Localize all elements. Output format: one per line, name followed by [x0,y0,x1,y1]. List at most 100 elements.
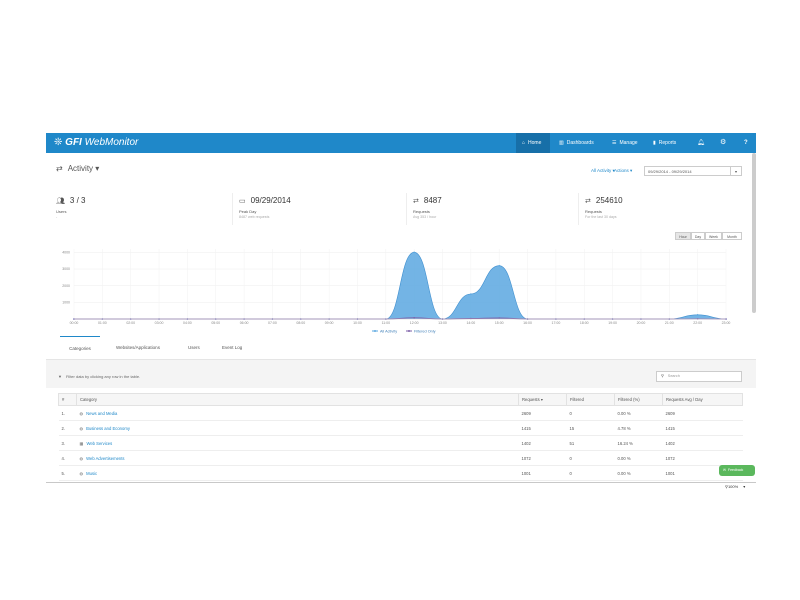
y-tick-label: 3000 [62,267,70,271]
table-row[interactable]: 3. ▦ Web Services 1402 51 16.24 % 1402 [58,435,743,451]
chevron-down-icon[interactable]: ▾ [730,167,741,175]
filter-icon: ▼ [58,374,62,379]
table-row[interactable]: 1. ◍ News and Media 2609 0 0.00 % 2609 [58,405,743,421]
range-month-button[interactable]: Month [722,232,742,240]
x-tick-label: 19:00 [608,321,617,325]
row-number: 2. [58,420,77,436]
page-title-label: Activity ▾ [67,164,100,173]
x-tick-label: 05:00 [211,321,220,325]
stat-requests-30d: ⇄ 254610 Requests For the last 30 days [585,196,623,219]
top-navigation-bar: ❊ GFI WebMonitor ⌂ Home ▥ Dashboards ☰ Mana… [46,133,756,153]
manage-icon: ☰ [612,140,617,146]
stat-requests-30d-sub: For the last 30 days [585,215,617,219]
date-range-value: 09/29/2014 - 09/29/2014 [648,169,692,174]
category-link[interactable]: ◍ Web Advertisements [76,450,519,466]
tab-users[interactable]: Users [188,345,200,350]
users-icon: 👥︎ [56,198,65,205]
requests-cell: 1402 [518,435,567,451]
nav-reports-label: Reports [658,140,677,146]
table-row[interactable]: 2. ◍ Business and Economy 1415 15 4.78 % … [58,420,743,436]
stat-users: 👥︎ 3 / 3 Users - [56,196,85,219]
app-window: ❊ GFI WebMonitor ⌂ Home ▥ Dashboards ☰ Mana… [46,133,756,490]
activity-icon: ⇄ [56,164,63,173]
data-point-filtered-only [498,317,501,319]
stat-users-value: 3 / 3 [69,196,86,205]
date-range-picker[interactable]: 09/29/2014 - 09/29/2014 ▾ [644,166,742,176]
search-input[interactable]: ⚲ Search [656,371,742,382]
category-link[interactable]: ◍ Business and Economy [76,420,519,436]
nav-home[interactable]: ⌂ Home [516,133,550,153]
calendar-icon: ▭ [239,198,246,205]
column-header-requests[interactable]: Requests ▾ [518,393,567,406]
range-day-button[interactable]: Day [691,232,705,240]
zoom-control[interactable]: ⚲100% ▾ [725,484,745,489]
stat-requests-30d-label: Requests [585,209,602,214]
bell-icon[interactable]: 🔔︎ [697,140,705,146]
help-icon[interactable]: ? [744,140,748,146]
column-header-number[interactable]: # [58,393,77,406]
stat-peak-day-label: Peak Day [239,209,257,214]
x-tick-label: 01:00 [98,321,107,325]
category-link[interactable]: ▦ Web Services [76,435,519,451]
chevron-down-icon[interactable]: ▾ [743,484,746,489]
data-point-filtered-only [413,317,415,319]
requests-avg-cell: 1072 [662,450,743,466]
column-header-requests-avg[interactable]: Requests Avg / Day [662,393,743,406]
filtered-cell: 51 [566,435,615,451]
range-hour-button[interactable]: Hour [675,232,691,240]
nav-manage-label: Manage [619,140,638,146]
x-tick-label: 04:00 [183,321,192,325]
stat-divider [406,193,407,225]
all-activity-dropdown[interactable]: All Activity ▾ [591,168,615,173]
transfer-icon: ⇄ [585,198,591,205]
table-row[interactable]: 5. ◍ Music 1001 0 0.00 % 1001 [58,465,743,481]
requests-cell: 2609 [518,405,567,421]
category-link[interactable]: ◍ News and Media [76,405,519,421]
column-header-filtered-percent[interactable]: Filtered (%) [614,393,663,406]
tab-categories[interactable]: Categories [60,336,100,351]
category-name: Web Advertisements [86,455,125,461]
categories-table: # Category Requests ▾ Filtered Filtered … [58,393,743,481]
globe-icon: ◍ [79,470,84,476]
filtered-cell: 0 [566,405,615,421]
table-row[interactable]: 4. ◍ Web Advertisements 1072 0 0.00 % 107… [58,450,743,466]
actions-dropdown[interactable]: Actions ▾ [614,168,633,173]
nav-reports[interactable]: ▮ Reports [653,133,676,153]
stat-divider [232,193,233,225]
x-tick-label: 21:00 [665,321,674,325]
column-header-category[interactable]: Category [76,393,519,406]
x-tick-label: 14:00 [466,321,475,325]
page-title[interactable]: ⇄ Activity ▾ [56,164,99,173]
vertical-scrollbar[interactable] [752,153,756,313]
row-number: 4. [58,450,77,466]
legend-marker [374,330,376,332]
data-point-all-activity [413,251,415,254]
app-logo[interactable]: ❊ GFI WebMonitor [54,137,138,148]
tab-event-log[interactable]: Event Log [222,345,243,350]
requests-avg-cell: 1415 [662,420,743,436]
feedback-button[interactable]: ✉ Feedback [719,465,755,476]
column-header-filtered[interactable]: Filtered [566,393,615,406]
filtered-percent-cell: 0.00 % [614,465,663,481]
dashboard-icon: ▥ [559,140,564,146]
nav-manage[interactable]: ☰ Manage [612,133,638,153]
data-point-all-activity [696,314,699,316]
range-week-button[interactable]: Week [705,232,722,240]
data-point-all-activity [498,264,501,267]
stat-users-label: Users [56,209,67,214]
x-tick-label: 11:00 [382,321,391,325]
tab-websites-applications[interactable]: Websites/Applications [116,345,160,350]
zoom-icon: ⚲ [725,484,728,489]
x-tick-label: 22:00 [693,321,702,325]
requests-avg-cell: 2609 [662,405,743,421]
stat-peak-day-sub: 8487 web requests [239,215,270,219]
x-tick-label: 10:00 [353,321,362,325]
row-number: 5. [58,465,77,481]
nav-dashboards[interactable]: ▥ Dashboards [559,133,594,153]
reports-icon: ▮ [653,140,656,146]
category-name: News and Media [86,410,118,416]
gear-icon[interactable]: ⚙ [720,139,727,146]
filter-hint: ▼ Filter data by clicking any row in the … [58,374,140,379]
filter-hint-text: Filter data by clicking any row in the t… [65,374,141,379]
category-link[interactable]: ◍ Music [76,465,519,481]
